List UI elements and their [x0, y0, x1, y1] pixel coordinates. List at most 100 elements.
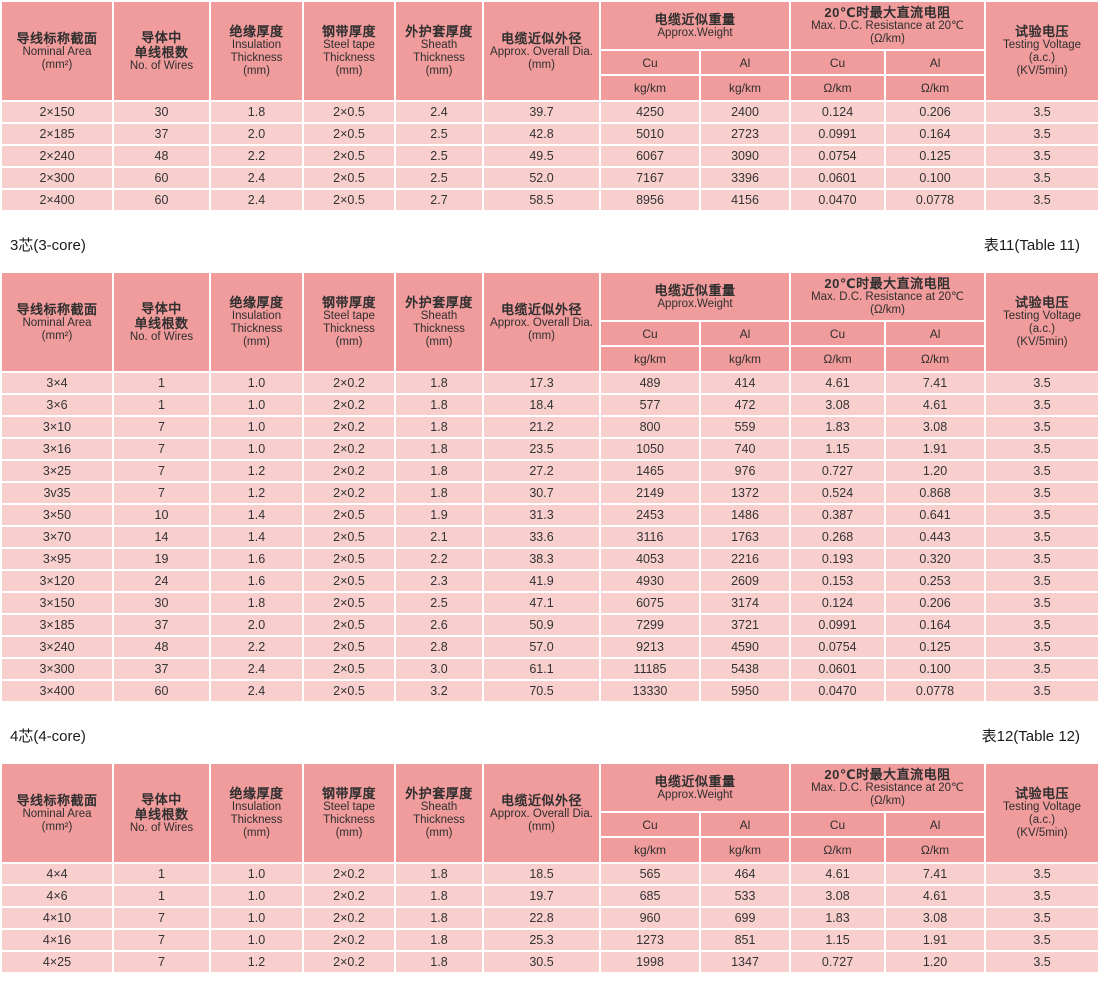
- header-cell-col3: 绝缘厚度 Insulation Thickness (mm): [211, 273, 302, 371]
- cell: 3×120: [2, 571, 112, 591]
- cell: 1.91: [886, 930, 985, 950]
- cell: 2×0.5: [304, 571, 394, 591]
- cell: 5950: [701, 681, 790, 701]
- table-row: 3×185 37 2.0 2×0.5 2.6 50.9 7299 3721 0.0991 0.16…: [2, 615, 1099, 635]
- cell: 3.5: [986, 102, 1099, 122]
- cell: 1: [114, 864, 209, 884]
- cell: 3×16: [2, 439, 112, 459]
- cell: 3174: [701, 593, 790, 613]
- cable-table-4core: 导线标称截面 Nominal Area (mm²) 导体中 单线根数 No. of Wir…: [0, 762, 1100, 974]
- header-subcell-unit: kg/km: [601, 347, 699, 371]
- cell: 2.5: [396, 593, 482, 613]
- header-cell-col2: 导体中 单线根数 No. of Wires: [114, 764, 209, 862]
- header-cell-weight-group: 电缆近似重量 Approx.Weight: [601, 2, 790, 49]
- header-cell-col4: 钢带厚度 Steel tape Thickness (mm): [304, 2, 394, 100]
- header-subcell-unit: Ω/km: [886, 347, 985, 371]
- cell: 2.2: [211, 146, 302, 166]
- table-row: 3×300 37 2.4 2×0.5 3.0 61.1 11185 5438 0.0601 0.1…: [2, 659, 1099, 679]
- cell: 3.5: [986, 571, 1099, 591]
- cell: 2×0.5: [304, 681, 394, 701]
- header-subcell-metal: Al: [701, 322, 790, 345]
- cell: 1.6: [211, 571, 302, 591]
- header-subcell-metal: Al: [701, 813, 790, 836]
- table-row: 3×25 7 1.2 2×0.2 1.8 27.2 1465 976 0.727 1.20 3.5: [2, 461, 1099, 481]
- cell: 70.5: [484, 681, 599, 701]
- cell: 2.2: [396, 549, 482, 569]
- cell: 4.61: [791, 373, 885, 393]
- cell: 19: [114, 549, 209, 569]
- cell: 3.5: [986, 886, 1099, 906]
- cell: 2216: [701, 549, 790, 569]
- cell: 3.5: [986, 615, 1099, 635]
- table-row: 4×6 1 1.0 2×0.2 1.8 19.7 685 533 3.08 4.61 3.5: [2, 886, 1099, 906]
- section-4core: 4芯(4-core) 表12(Table 12) 导线标称截面 Nominal A…: [0, 727, 1100, 974]
- header-subcell-metal: Cu: [601, 322, 699, 345]
- cell: 489: [601, 373, 699, 393]
- table-row: 4×25 7 1.2 2×0.2 1.8 30.5 1998 1347 0.727 1.20 3.5: [2, 952, 1099, 972]
- cell: 1.83: [791, 417, 885, 437]
- header-cell-testing-voltage: 试验电压 Testing Voltage (a.c.) (KV/5min): [986, 273, 1099, 371]
- cell: 2×0.5: [304, 505, 394, 525]
- cell: 1.8: [396, 439, 482, 459]
- header-cell-resistance-group: 20℃时最大直流电阻 Max. D.C. Resistance at 20℃ (Ω/…: [791, 2, 985, 49]
- cell: 1.2: [211, 461, 302, 481]
- cell: 13330: [601, 681, 699, 701]
- cell: 3.2: [396, 681, 482, 701]
- cell: 2×0.5: [304, 527, 394, 547]
- cell: 1.8: [396, 417, 482, 437]
- cell: 472: [701, 395, 790, 415]
- header-subcell-unit: kg/km: [701, 838, 790, 862]
- header-subcell-metal: Cu: [791, 322, 885, 345]
- cell: 3v35: [2, 483, 112, 503]
- header-subcell-metal: Cu: [601, 813, 699, 836]
- cell: 3.5: [986, 124, 1099, 144]
- header-cell-resistance-group: 20℃时最大直流电阻 Max. D.C. Resistance at 20℃ (Ω/…: [791, 273, 985, 320]
- cell: 0.443: [886, 527, 985, 547]
- section-label: 4芯(4-core): [10, 728, 86, 745]
- cell: 3.5: [986, 659, 1099, 679]
- cell: 800: [601, 417, 699, 437]
- cell: 3.5: [986, 373, 1099, 393]
- section-bar-4core: 4芯(4-core) 表12(Table 12): [2, 727, 1098, 747]
- cell: 48: [114, 146, 209, 166]
- cell: 2×0.2: [304, 373, 394, 393]
- cell: 4930: [601, 571, 699, 591]
- cell: 7.41: [886, 864, 985, 884]
- cell: 3×185: [2, 615, 112, 635]
- cell: 1.83: [791, 908, 885, 928]
- section-3core: 3芯(3-core) 表11(Table 11) 导线标称截面 Nominal A…: [0, 236, 1100, 703]
- cell: 47.1: [484, 593, 599, 613]
- cell: 2×185: [2, 124, 112, 144]
- cell: 1.2: [211, 483, 302, 503]
- cell: 3.5: [986, 637, 1099, 657]
- cell: 4.61: [886, 886, 985, 906]
- cell: 30: [114, 593, 209, 613]
- cell: 30: [114, 102, 209, 122]
- cell: 960: [601, 908, 699, 928]
- cell: 3×4: [2, 373, 112, 393]
- cell: 18.5: [484, 864, 599, 884]
- header-subcell-metal: Al: [886, 51, 985, 74]
- cell: 559: [701, 417, 790, 437]
- cell: 0.164: [886, 615, 985, 635]
- cell: 2.5: [396, 124, 482, 144]
- cell: 50.9: [484, 615, 599, 635]
- header-cell-col2: 导体中 单线根数 No. of Wires: [114, 273, 209, 371]
- header-subcell-unit: kg/km: [701, 347, 790, 371]
- cell: 0.387: [791, 505, 885, 525]
- cell: 565: [601, 864, 699, 884]
- header-cell-weight-group: 电缆近似重量 Approx.Weight: [601, 764, 790, 811]
- cell: 0.0991: [791, 124, 885, 144]
- cell: 2.4: [211, 659, 302, 679]
- cell: 21.2: [484, 417, 599, 437]
- cell: 2.3: [396, 571, 482, 591]
- cell: 4.61: [886, 395, 985, 415]
- cell: 3.5: [986, 952, 1099, 972]
- cell: 1050: [601, 439, 699, 459]
- cell: 1.0: [211, 395, 302, 415]
- cell: 1: [114, 886, 209, 906]
- cell: 3×50: [2, 505, 112, 525]
- section-2core: 导线标称截面 Nominal Area (mm²) 导体中 单线根数 No. of Wir…: [0, 0, 1100, 212]
- cell: 2×0.2: [304, 908, 394, 928]
- cell: 1.0: [211, 930, 302, 950]
